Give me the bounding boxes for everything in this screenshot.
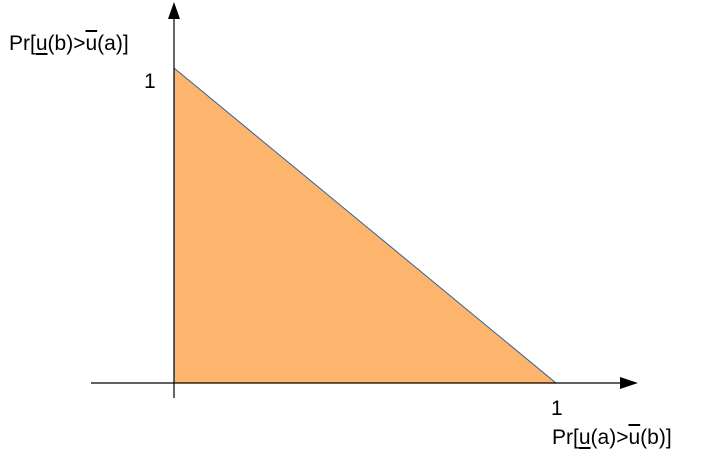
x-axis-label: Pr[u(a)>u(b)] <box>552 427 672 448</box>
y-axis-label-prefix: Pr[ <box>9 32 36 55</box>
x-axis-label-suffix: (b)] <box>640 426 672 449</box>
y-axis-tick-one: 1 <box>144 70 156 93</box>
diagonal-boundary-line <box>173 67 557 384</box>
y-axis-label-u-upper: u <box>85 32 98 55</box>
x-axis-tick-one: 1 <box>551 397 563 420</box>
y-axis-arrowhead <box>168 2 180 19</box>
y-axis-label-mid: (b)> <box>47 32 86 55</box>
y-axis-label-u-lower: u <box>35 32 48 55</box>
x-axis-label-mid: (a)> <box>590 426 629 449</box>
x-axis-label-u-upper: u <box>628 426 641 449</box>
y-axis-label-suffix: (a)] <box>97 32 129 55</box>
x-axis-label-prefix: Pr[ <box>552 426 579 449</box>
x-axis-label-u-lower: u <box>578 426 591 449</box>
x-axis-arrowhead <box>620 377 638 389</box>
y-axis-label: Pr[u(b)>u(a)] <box>9 33 129 54</box>
